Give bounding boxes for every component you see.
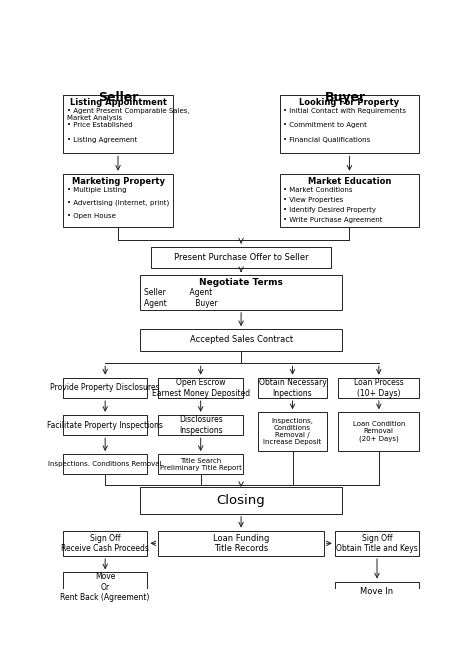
FancyBboxPatch shape (280, 173, 419, 227)
Text: • Market Conditions: • Market Conditions (283, 187, 353, 193)
Text: Disclosures
Inspections: Disclosures Inspections (179, 415, 223, 435)
FancyBboxPatch shape (140, 275, 342, 310)
Text: Sign Off
Receive Cash Proceeds: Sign Off Receive Cash Proceeds (61, 534, 149, 553)
Text: • View Properties: • View Properties (283, 197, 344, 203)
Text: Open Escrow
Earnest Money Deposited: Open Escrow Earnest Money Deposited (152, 378, 250, 398)
Text: Negotiate Terms: Negotiate Terms (199, 278, 283, 287)
FancyBboxPatch shape (63, 573, 147, 602)
Text: Closing: Closing (217, 494, 265, 507)
Text: • Commitment to Agent: • Commitment to Agent (283, 122, 367, 128)
FancyBboxPatch shape (258, 377, 328, 398)
FancyBboxPatch shape (280, 95, 419, 154)
FancyBboxPatch shape (140, 487, 342, 514)
FancyBboxPatch shape (151, 247, 331, 268)
Text: • Initial Contact with Requirements: • Initial Contact with Requirements (283, 108, 406, 114)
Text: Facilitate Property Inspections: Facilitate Property Inspections (47, 420, 163, 430)
Text: Obtain Necessary
Inpections: Obtain Necessary Inpections (259, 378, 327, 398)
FancyBboxPatch shape (158, 454, 243, 475)
FancyBboxPatch shape (63, 530, 147, 556)
Text: Loan Process
(10+ Days): Loan Process (10+ Days) (354, 378, 404, 398)
Text: Buyer: Buyer (325, 91, 366, 104)
Text: Listing Appointment: Listing Appointment (70, 98, 166, 107)
Text: Loan Condition
Removal
(20+ Days): Loan Condition Removal (20+ Days) (353, 421, 405, 442)
FancyBboxPatch shape (158, 377, 243, 398)
Text: Seller: Seller (98, 91, 138, 104)
FancyBboxPatch shape (338, 377, 419, 398)
Text: Accepted Sales Contract: Accepted Sales Contract (190, 336, 292, 344)
FancyBboxPatch shape (63, 173, 173, 227)
FancyBboxPatch shape (335, 530, 419, 556)
FancyBboxPatch shape (335, 581, 419, 602)
Text: Inspections,
Conditions
Removal /
Increase Deposit: Inspections, Conditions Removal / Increa… (264, 418, 322, 445)
Text: • Agent Present Comparable Sales,
Market Analysis: • Agent Present Comparable Sales, Market… (66, 108, 189, 121)
Text: • Advertising (Internet, print): • Advertising (Internet, print) (66, 200, 169, 207)
Text: Market Education: Market Education (308, 177, 391, 186)
Text: Sign Off
Obtain Title and Keys: Sign Off Obtain Title and Keys (336, 534, 418, 553)
Text: Title Search
Preliminary Title Report: Title Search Preliminary Title Report (160, 458, 242, 471)
FancyBboxPatch shape (258, 412, 328, 451)
Text: • Multiple Listing: • Multiple Listing (66, 187, 126, 193)
Text: Move In: Move In (360, 587, 393, 596)
Text: • Identify Desired Property: • Identify Desired Property (283, 207, 376, 213)
Text: Looking For Property: Looking For Property (300, 98, 400, 107)
FancyBboxPatch shape (338, 412, 419, 451)
Text: Marketing Property: Marketing Property (72, 177, 164, 186)
Text: • Listing Agreement: • Listing Agreement (66, 137, 137, 143)
Text: Move
Or
Rent Back (Agreement): Move Or Rent Back (Agreement) (61, 572, 150, 602)
Text: Loan Funding
Title Records: Loan Funding Title Records (213, 534, 269, 553)
FancyBboxPatch shape (158, 415, 243, 435)
Text: • Open House: • Open House (66, 213, 116, 218)
Text: Inspections. Conditions Removal: Inspections. Conditions Removal (48, 461, 162, 467)
Text: • Financial Qualifications: • Financial Qualifications (283, 137, 371, 143)
Text: Agent            Buyer: Agent Buyer (144, 299, 218, 308)
Text: Provide Property Disclosures: Provide Property Disclosures (50, 383, 160, 393)
FancyBboxPatch shape (63, 415, 147, 435)
FancyBboxPatch shape (63, 95, 173, 154)
Text: Present Purchase Offer to Seller: Present Purchase Offer to Seller (174, 253, 309, 262)
FancyBboxPatch shape (140, 329, 342, 351)
FancyBboxPatch shape (63, 454, 147, 475)
Text: Seller          Agent: Seller Agent (144, 289, 212, 297)
FancyBboxPatch shape (63, 377, 147, 398)
Text: • Price Established: • Price Established (66, 122, 132, 128)
Text: • Write Purchase Agreement: • Write Purchase Agreement (283, 216, 383, 222)
FancyBboxPatch shape (158, 530, 324, 556)
